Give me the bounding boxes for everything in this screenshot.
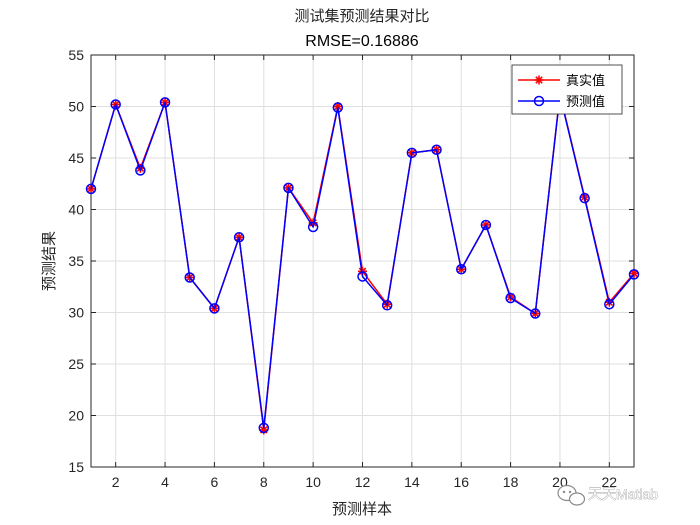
x-tick-label: 2 (112, 474, 120, 490)
data-point (85, 183, 97, 195)
data-point (579, 192, 590, 204)
watermark: 天天Matlab (557, 484, 659, 506)
y-tick-label: 15 (68, 459, 84, 475)
x-tick-label: 18 (503, 474, 519, 490)
legend-label: 预测值 (566, 94, 605, 110)
data-point (381, 300, 393, 311)
legend-swatch-marker (534, 75, 544, 85)
x-tick-label: 8 (260, 474, 268, 490)
data-point (233, 232, 245, 243)
y-tick-label: 20 (68, 408, 84, 424)
y-tick-label: 25 (68, 356, 84, 372)
data-point (159, 97, 171, 108)
x-tick-label: 14 (404, 474, 420, 490)
series-2 (85, 89, 640, 434)
x-tick-label: 6 (211, 474, 219, 490)
y-tick-label: 35 (68, 253, 84, 269)
data-point (431, 144, 442, 156)
data-point (406, 147, 418, 159)
chart-subtitle: RMSE=0.16886 (305, 33, 419, 50)
data-point (480, 219, 492, 231)
legend-label: 真实值 (566, 73, 605, 89)
data-point (307, 221, 319, 233)
y-tick-label: 40 (68, 202, 84, 218)
data-point (258, 422, 270, 434)
watermark-text: 天天Matlab (588, 486, 658, 502)
y-tick-label: 30 (68, 305, 84, 321)
chart-title: 测试集预测结果对比 (294, 7, 429, 25)
grid-lines (91, 54, 634, 468)
y-tick-label: 50 (68, 99, 84, 115)
x-axis-label: 预测样本 (332, 500, 392, 518)
data-point (357, 271, 368, 282)
data-point (604, 299, 615, 310)
data-point (530, 308, 541, 319)
x-tick-label: 4 (161, 474, 169, 490)
series-line (90, 94, 635, 429)
data-point (332, 102, 344, 113)
y-axis-label: 预测结果 (40, 231, 58, 291)
data-point (283, 182, 294, 194)
y-tick-label: 45 (68, 150, 84, 166)
data-point (135, 165, 146, 176)
wechat-icon (557, 484, 586, 506)
legend-box (511, 64, 623, 115)
data-point (110, 99, 121, 110)
x-tick-label: 16 (453, 474, 469, 490)
series-layer (85, 89, 640, 435)
data-point (455, 263, 467, 275)
y-tick-label: 55 (68, 47, 84, 63)
data-point (628, 269, 640, 280)
data-point (505, 292, 516, 304)
legend-swatch-marker (533, 95, 545, 107)
data-point (184, 272, 195, 283)
legend-entry: 真实值 (518, 73, 605, 89)
data-point (209, 303, 220, 314)
legend-entry: 预测值 (518, 94, 605, 110)
x-tick-label: 12 (355, 474, 371, 490)
x-tick-label: 10 (305, 474, 321, 490)
x-tick-label: 22 (602, 474, 618, 490)
